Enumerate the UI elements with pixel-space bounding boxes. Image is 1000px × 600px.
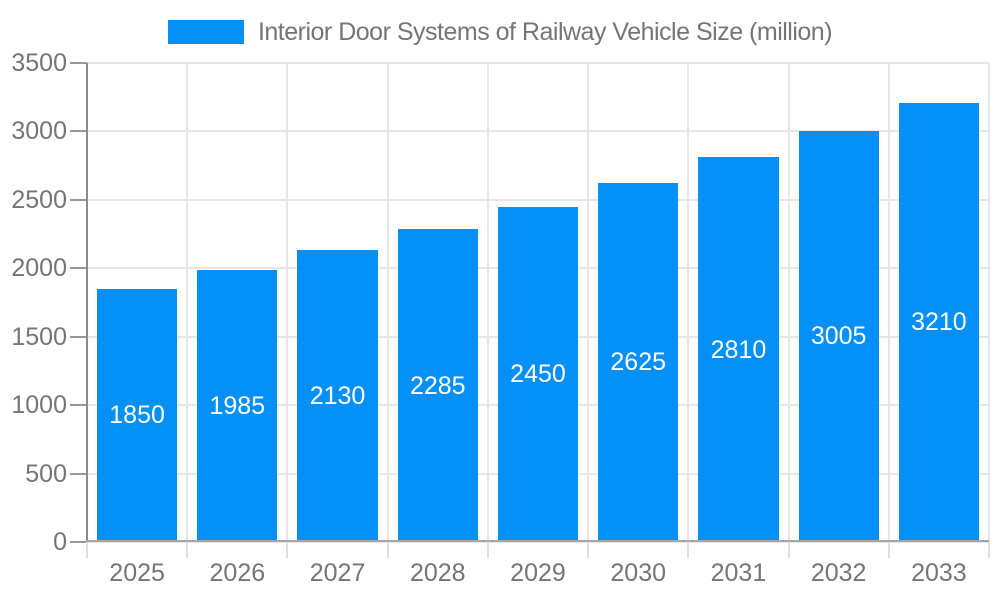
- x-axis-line: [87, 540, 989, 542]
- x-axis-tick: [988, 542, 990, 558]
- legend-label: Interior Door Systems of Railway Vehicle…: [257, 17, 833, 46]
- bar-2033[interactable]: [898, 102, 979, 542]
- x-tick-label: 2031: [710, 559, 767, 587]
- gridline-vertical: [386, 63, 389, 542]
- gridline: [87, 130, 989, 133]
- x-axis-tick: [486, 542, 489, 558]
- x-axis-tick: [186, 542, 189, 558]
- y-axis-tick: [70, 267, 87, 270]
- x-tick-label: 2026: [209, 559, 266, 587]
- x-tick-label: 2032: [810, 559, 867, 587]
- y-axis-tick: [70, 472, 87, 475]
- y-tick-label: 2500: [11, 185, 67, 214]
- gridline: [87, 541, 989, 543]
- bar-2031[interactable]: [698, 157, 779, 542]
- chart-legend[interactable]: Interior Door Systems of Railway Vehicle…: [0, 16, 1000, 48]
- gridline-vertical: [988, 63, 990, 542]
- x-axis-tick: [887, 542, 890, 558]
- bar-2032[interactable]: [798, 130, 879, 542]
- y-tick-label: 1000: [11, 391, 67, 420]
- y-tick-label: 3500: [11, 49, 67, 77]
- bar-value-label: 2285: [409, 371, 466, 400]
- gridline-vertical: [887, 63, 890, 542]
- bar-value-label: 3005: [810, 322, 867, 351]
- bar-2027[interactable]: [297, 250, 378, 542]
- y-axis-tick: [70, 62, 87, 64]
- y-axis-tick: [70, 335, 87, 338]
- gridline: [87, 198, 989, 201]
- y-axis-tick: [70, 404, 87, 407]
- y-axis-tick: [70, 541, 87, 543]
- bar-2028[interactable]: [397, 229, 478, 542]
- gridline-vertical: [186, 63, 189, 542]
- x-tick-label: 2033: [911, 559, 967, 587]
- x-axis-tick: [587, 542, 590, 558]
- legend-swatch: [167, 20, 244, 44]
- x-tick-label: 2025: [109, 559, 165, 587]
- y-tick-label: 500: [25, 459, 67, 488]
- x-axis-tick: [687, 542, 690, 558]
- bar-value-label: 2450: [510, 360, 566, 389]
- gridline-vertical: [286, 63, 289, 542]
- bar-value-label: 2130: [309, 382, 366, 411]
- x-axis-tick: [286, 542, 289, 558]
- bar-value-label: 3210: [911, 308, 967, 337]
- bar-value-label: 2625: [610, 348, 667, 377]
- gridline-vertical: [787, 63, 790, 542]
- bar-value-label: 2810: [710, 335, 767, 364]
- x-axis-tick: [86, 542, 88, 558]
- gridline-vertical: [687, 63, 690, 542]
- bar-2025[interactable]: [97, 288, 178, 542]
- x-axis-tick: [386, 542, 389, 558]
- x-tick-label: 2027: [309, 559, 366, 587]
- y-tick-label: 1500: [11, 322, 67, 351]
- gridline-vertical: [486, 63, 489, 542]
- bar-2029[interactable]: [497, 206, 579, 542]
- x-tick-label: 2029: [510, 559, 566, 587]
- bar-value-label: 1850: [109, 401, 165, 430]
- x-tick-label: 2028: [409, 559, 466, 587]
- bar-2026[interactable]: [197, 270, 278, 542]
- y-axis-line: [86, 63, 88, 542]
- gridline: [87, 62, 989, 64]
- x-axis-tick: [787, 542, 790, 558]
- y-tick-label: 3000: [11, 117, 67, 146]
- y-tick-label: 2000: [11, 254, 67, 283]
- gridline-vertical: [587, 63, 590, 542]
- bar-2030[interactable]: [598, 182, 679, 542]
- bar-value-label: 1985: [209, 392, 266, 421]
- y-axis-tick: [70, 198, 87, 201]
- y-tick-label: 0: [53, 528, 67, 556]
- x-tick-label: 2030: [610, 559, 667, 587]
- y-axis-tick: [70, 130, 87, 133]
